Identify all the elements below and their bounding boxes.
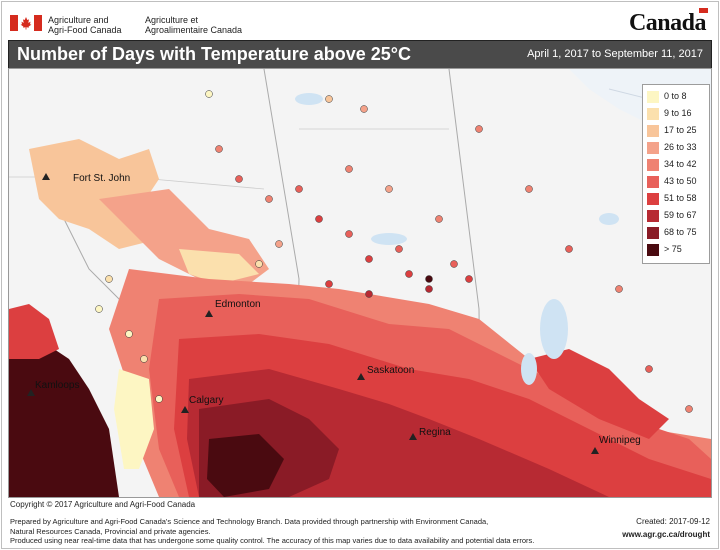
calgary-marker: [181, 406, 189, 413]
legend-item: 51 to 58: [647, 191, 707, 207]
legend-item: 43 to 50: [647, 174, 707, 190]
legend-swatch: [647, 227, 659, 239]
legend-item: 17 to 25: [647, 123, 707, 139]
department-name-french: Agriculture et Agroalimentaire Canada: [145, 15, 242, 35]
city-label-regina: Regina: [419, 427, 451, 438]
fort-st-john-marker: [42, 173, 50, 180]
legend-item: 0 to 8: [647, 89, 707, 105]
footer-line-2: Natural Resources Canada, Provincial and…: [10, 526, 211, 536]
city-label-saskatoon: Saskatoon: [367, 365, 415, 376]
legend-item: 68 to 75: [647, 225, 707, 241]
dept-fr-line2: Agroalimentaire Canada: [145, 25, 243, 35]
regina-marker: [409, 433, 417, 440]
legend-item: 34 to 42: [647, 157, 707, 173]
winnipeg-marker: [591, 447, 599, 454]
legend: 0 to 8 9 to 16 17 to 25 26 to 33 34 to 42 43 …: [642, 84, 710, 264]
source-url: www.agr.gc.ca/drought: [622, 530, 710, 539]
map-title: Number of Days with Temperature above 25…: [17, 44, 411, 64]
city-label-fort-st-john: Fort St. John: [73, 173, 131, 184]
city-label-edmonton: Edmonton: [215, 299, 261, 310]
canada-wordmark: Canada: [628, 8, 708, 37]
legend-label: 68 to 75: [664, 227, 697, 237]
map-area: Fort St. John Edmonton Kamloops Calgary …: [8, 68, 712, 498]
legend-label: 43 to 50: [664, 176, 697, 186]
header: Agriculture and Agri-Food Canada Agricul…: [8, 8, 712, 42]
lake-winnipeg: [540, 299, 568, 359]
wordmark-text: Canada: [628, 10, 707, 36]
created-date: Created: 2017-09-12: [636, 517, 710, 526]
legend-label: 34 to 42: [664, 159, 697, 169]
legend-swatch: [647, 210, 659, 222]
legend-label: 59 to 67: [664, 210, 697, 220]
saskatoon-marker: [357, 373, 365, 380]
footer-line-1: Prepared by Agriculture and Agri-Food Ca…: [10, 517, 489, 526]
legend-label: 26 to 33: [664, 142, 697, 152]
legend-swatch: [647, 193, 659, 205]
legend-item: 59 to 67: [647, 208, 707, 224]
department-name-english: Agriculture and Agri-Food Canada: [48, 15, 122, 35]
legend-swatch: [647, 108, 659, 120]
dept-en-line1: Agriculture and: [48, 15, 109, 25]
dept-en-line2: Agri-Food Canada: [48, 25, 122, 35]
footer-line-3: Produced using near real-time data that …: [10, 536, 535, 545]
city-label-winnipeg: Winnipeg: [599, 435, 641, 446]
legend-item: 26 to 33: [647, 140, 707, 156]
legend-item: 9 to 16: [647, 106, 707, 122]
legend-label: 51 to 58: [664, 193, 697, 203]
footer-notes: Prepared by Agriculture and Agri-Food Ca…: [10, 517, 610, 546]
legend-swatch: [647, 125, 659, 137]
legend-swatch: [647, 244, 659, 256]
title-bar: Number of Days with Temperature above 25…: [8, 40, 712, 69]
legend-label: 9 to 16: [664, 108, 692, 118]
region-over-75-bc: [9, 339, 119, 497]
region-over-75-south-ab: [207, 434, 284, 497]
kamloops-marker: [27, 389, 35, 396]
city-markers: [27, 173, 599, 454]
dept-fr-line1: Agriculture et: [145, 15, 199, 25]
legend-label: 17 to 25: [664, 125, 697, 135]
city-label-calgary: Calgary: [189, 395, 224, 406]
wordmark-flag-icon: [699, 8, 708, 13]
legend-swatch: [647, 142, 659, 154]
legend-label: > 75: [664, 244, 682, 254]
date-range: April 1, 2017 to September 11, 2017: [527, 48, 703, 60]
station-dots: [95, 90, 693, 413]
legend-swatch: [647, 176, 659, 188]
edmonton-marker: [205, 310, 213, 317]
copyright-text: Copyright © 2017 Agriculture and Agri-Fo…: [10, 500, 196, 509]
canada-flag-icon: [10, 15, 42, 31]
city-label-kamloops: Kamloops: [35, 380, 80, 391]
map-canvas: [9, 69, 711, 497]
legend-swatch: [647, 91, 659, 103]
legend-item: > 75: [647, 242, 707, 258]
legend-label: 0 to 8: [664, 91, 687, 101]
legend-swatch: [647, 159, 659, 171]
